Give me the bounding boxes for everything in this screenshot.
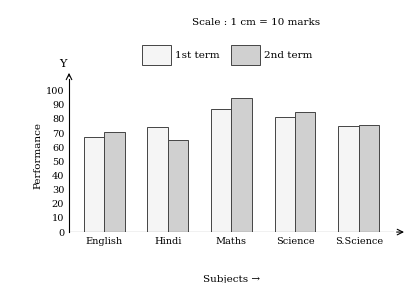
Text: Y: Y (59, 59, 66, 68)
Y-axis label: Performance: Performance (34, 122, 43, 189)
Text: 2nd term: 2nd term (263, 51, 311, 60)
Bar (104, 132, 124, 232)
Bar (147, 127, 167, 232)
Bar (167, 140, 188, 232)
Bar (231, 98, 251, 232)
Bar (274, 117, 294, 232)
Text: Subjects →: Subjects → (202, 275, 259, 283)
Bar (294, 112, 315, 232)
Text: Scale : 1 cm = 10 marks: Scale : 1 cm = 10 marks (191, 18, 319, 27)
Bar (337, 126, 358, 232)
Bar (83, 137, 104, 232)
Bar (358, 125, 378, 232)
Bar (211, 109, 231, 232)
Text: 1st term: 1st term (174, 51, 219, 60)
